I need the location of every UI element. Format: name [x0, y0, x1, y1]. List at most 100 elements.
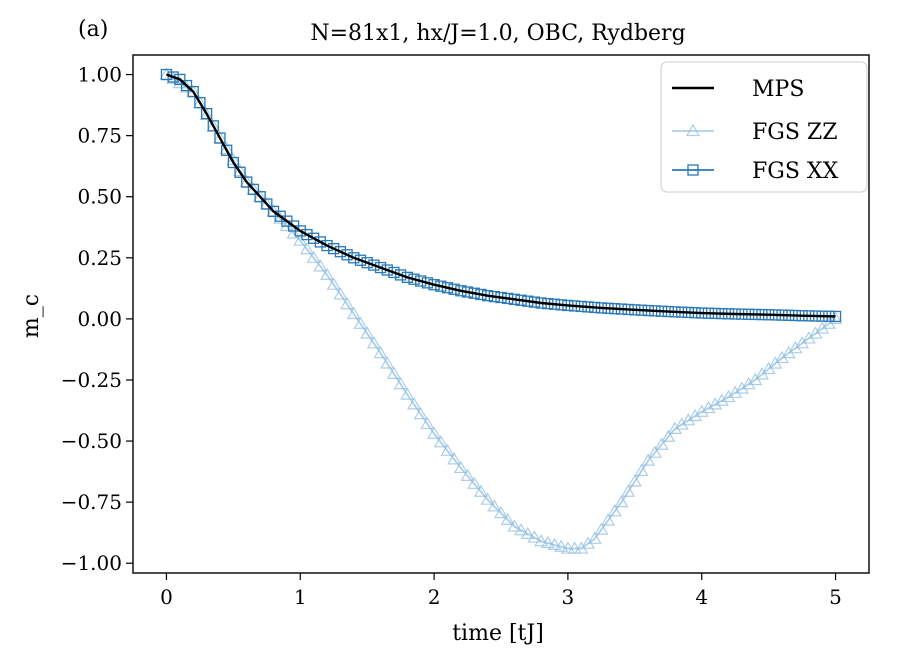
legend-box [660, 61, 868, 193]
series-point [594, 522, 609, 535]
series-point [473, 484, 488, 497]
series-point [334, 246, 347, 258]
y-tick-label: 0.50 [77, 185, 122, 209]
series-point [514, 523, 529, 536]
series-point [394, 269, 407, 281]
y-tick-label: −0.25 [61, 368, 122, 392]
x-tick-label: 4 [695, 585, 708, 609]
series-point [294, 225, 306, 237]
series-point [587, 531, 602, 544]
series-point [607, 504, 622, 517]
series-point [194, 96, 206, 109]
series-point [247, 183, 260, 196]
series-point [627, 474, 642, 487]
y-tick-label: −0.50 [61, 429, 122, 453]
series-point [828, 311, 843, 324]
series-point [346, 306, 361, 320]
series-point [667, 421, 682, 434]
series-point [527, 530, 542, 543]
y-tick-label: −0.75 [61, 490, 122, 514]
series-point [507, 519, 522, 532]
series-point [234, 166, 246, 178]
series-point [540, 535, 555, 549]
series-point [728, 385, 743, 398]
series-line [166, 73, 836, 318]
series-point [321, 239, 333, 252]
chart-title: N=81x1, hx/J=1.0, OBC, Rydberg [310, 21, 685, 46]
series-point [480, 492, 495, 505]
series-point [368, 259, 380, 271]
series-point [313, 259, 328, 272]
series-point [340, 297, 355, 310]
series-point [174, 73, 186, 86]
series-point [200, 107, 213, 120]
y-tick-label: 0.75 [77, 124, 122, 148]
legend-label: FGS XX [752, 159, 839, 184]
series-point [187, 86, 199, 98]
series-point [207, 120, 219, 132]
series-point [614, 494, 629, 508]
series-point [694, 404, 709, 417]
series-fgs-zz [159, 67, 843, 554]
series-point [621, 484, 636, 497]
series-point [534, 534, 549, 547]
series-point [214, 132, 226, 144]
series-point [360, 326, 375, 339]
series-point [401, 271, 413, 283]
series-point [180, 79, 193, 92]
x-tick-label: 2 [428, 585, 441, 609]
series-point [721, 389, 736, 403]
series-point [241, 176, 253, 188]
series-point [415, 275, 427, 287]
legend-marker [685, 123, 701, 137]
series-point [647, 445, 662, 458]
series-point [361, 257, 373, 269]
series-point [380, 356, 395, 369]
x-tick-label: 0 [160, 585, 173, 609]
series-point [427, 426, 442, 439]
series-point [341, 249, 353, 261]
series-point [714, 393, 729, 406]
y-tick-label: 1.00 [77, 63, 122, 87]
series-point [688, 408, 703, 422]
series-point [366, 336, 381, 349]
series-point [353, 316, 368, 329]
series-point [433, 435, 448, 448]
series-point [421, 277, 434, 289]
y-tick-label: 0.00 [77, 307, 122, 331]
series-point [406, 397, 422, 410]
series-point [554, 539, 569, 552]
series-point [233, 163, 248, 177]
series-point [254, 191, 266, 203]
series-point [373, 345, 388, 359]
series-point [400, 387, 415, 400]
series-point [681, 413, 696, 426]
series-point [388, 266, 400, 279]
series-point [708, 397, 723, 410]
x-tick-label: 5 [829, 585, 842, 609]
series-point [420, 416, 435, 430]
series-point [261, 198, 273, 210]
legend-marker [687, 164, 699, 176]
y-tick-label: −1.00 [61, 551, 122, 575]
series-point [221, 144, 233, 156]
series-point [301, 228, 313, 241]
legend: MPS FGS ZZ FGS XX [660, 61, 868, 193]
series-point [487, 499, 502, 512]
series-point [467, 476, 482, 489]
series-point [160, 68, 173, 81]
series-point [674, 417, 689, 430]
series-point [199, 107, 214, 120]
x-tick-label: 3 [562, 585, 575, 609]
series-point [547, 537, 562, 551]
series-point [661, 429, 676, 442]
series-point [348, 252, 360, 264]
series-point [381, 264, 393, 276]
series-point [326, 277, 341, 290]
series-point [308, 232, 320, 244]
series-point [634, 463, 649, 477]
series-point [320, 267, 335, 281]
series-point [520, 526, 535, 540]
series-point [227, 156, 240, 169]
